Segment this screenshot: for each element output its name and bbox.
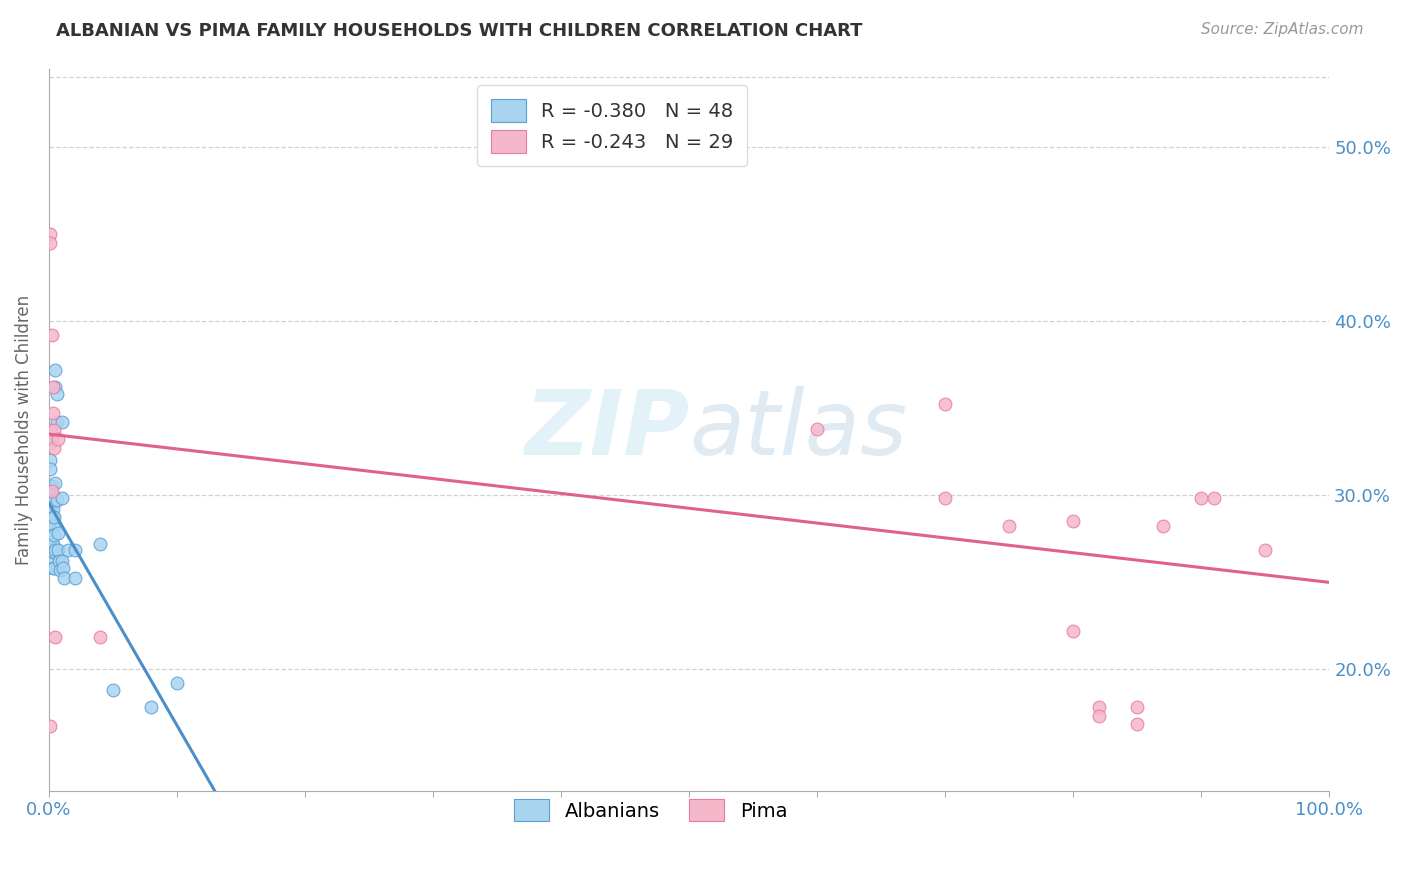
Point: [39, 461, 62, 475]
Point: [42, 528, 65, 542]
Point: [42, 493, 65, 508]
Point: [44, 362, 66, 376]
Point: [89, 536, 111, 550]
Point: [42, 528, 65, 542]
Point: [42, 424, 65, 438]
Point: [89, 631, 111, 645]
Point: [45, 415, 67, 429]
Point: [49, 563, 72, 577]
Point: [41, 554, 63, 568]
Point: [934, 491, 956, 506]
Point: [42, 510, 65, 524]
Point: [42, 545, 65, 559]
Point: [41, 432, 63, 446]
Point: [41, 536, 63, 550]
Point: [1088, 700, 1111, 714]
Point: [42, 519, 65, 533]
Point: [678, 119, 700, 133]
Point: [1062, 514, 1084, 528]
Point: [806, 422, 828, 436]
Point: [42, 510, 65, 524]
Point: [1088, 708, 1111, 723]
Point: [51, 415, 73, 429]
Point: [63, 571, 86, 585]
Point: [42, 380, 65, 394]
Point: [41, 543, 63, 558]
Point: [46, 526, 69, 541]
Point: [1202, 491, 1225, 506]
Point: [51, 491, 73, 506]
Point: [101, 682, 124, 697]
Point: [39, 235, 62, 250]
Point: [41, 327, 63, 342]
Point: [51, 554, 73, 568]
Point: [39, 514, 62, 528]
Point: [41, 496, 63, 510]
Point: [1152, 519, 1174, 533]
Point: [39, 523, 62, 537]
Text: atlas: atlas: [689, 385, 907, 474]
Point: [44, 475, 66, 490]
Point: [48, 554, 70, 568]
Point: [45, 387, 67, 401]
Point: [45, 493, 67, 508]
Point: [934, 397, 956, 411]
Point: [166, 675, 188, 690]
Point: [1254, 543, 1277, 558]
Point: [1126, 717, 1149, 731]
Point: [44, 631, 66, 645]
Point: [42, 406, 65, 420]
Point: [63, 543, 86, 558]
Point: [44, 380, 66, 394]
Point: [52, 561, 75, 575]
Point: [46, 432, 69, 446]
Point: [39, 435, 62, 450]
Point: [42, 561, 65, 575]
Point: [141, 700, 163, 714]
Point: [46, 543, 69, 558]
Point: [41, 484, 63, 499]
Text: ZIP: ZIP: [524, 385, 689, 474]
Point: [39, 424, 62, 438]
Text: Source: ZipAtlas.com: Source: ZipAtlas.com: [1201, 22, 1364, 37]
Y-axis label: Family Households with Children: Family Households with Children: [15, 294, 32, 565]
Point: [42, 561, 65, 575]
Point: [39, 505, 62, 519]
Point: [1062, 624, 1084, 638]
Point: [39, 719, 62, 733]
Point: [41, 479, 63, 493]
Point: [1189, 491, 1212, 506]
Point: [42, 536, 65, 550]
Point: [56, 543, 79, 558]
Point: [42, 545, 65, 559]
Legend: Albanians, Pima: Albanians, Pima: [501, 785, 801, 835]
Text: ALBANIAN VS PIMA FAMILY HOUSEHOLDS WITH CHILDREN CORRELATION CHART: ALBANIAN VS PIMA FAMILY HOUSEHOLDS WITH …: [56, 22, 863, 40]
Point: [42, 501, 65, 516]
Point: [44, 543, 66, 558]
Point: [42, 441, 65, 455]
Point: [39, 453, 62, 467]
Point: [42, 488, 65, 502]
Point: [53, 571, 76, 585]
Point: [39, 531, 62, 545]
Point: [998, 519, 1021, 533]
Point: [1126, 700, 1149, 714]
Point: [39, 227, 62, 241]
